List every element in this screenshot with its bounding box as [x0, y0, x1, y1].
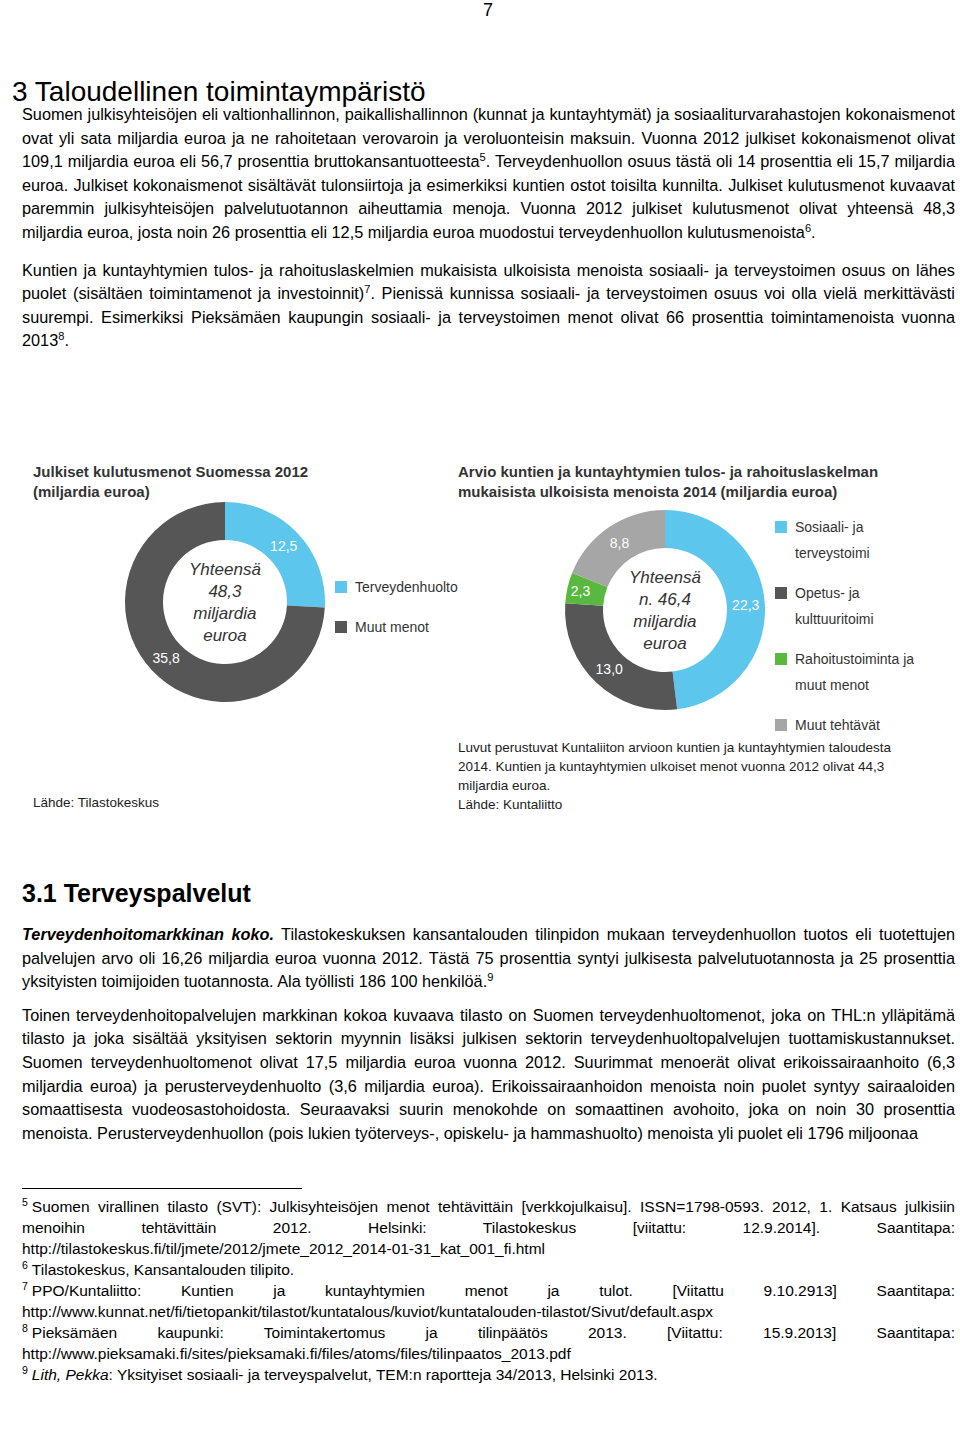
html-text:7 PPO/Kuntaliitto: Kuntien ja: 7 PPO/Kuntaliitto: Kuntien ja kuntayhtym…	[22, 1279, 955, 1320]
html-text:8 Pieksämäen kaupunki: Toimint: 8 Pieksämäen kaupunki: Toimintakertomus …	[22, 1321, 955, 1362]
html-text:3.1 Terveyspalvelut: 3.1 Terveyspalvelut	[22, 879, 251, 907]
svg-text:2,3: 2,3	[571, 583, 591, 599]
html-text:Rahoitustoiminta ja muut menot: Rahoitustoiminta ja muut menot	[795, 651, 915, 693]
svg-text:22,3: 22,3	[732, 597, 759, 613]
html-text:Kuntien ja kuntayhtymien tulos: Kuntien ja kuntayhtymien tulos- ja rahoi…	[22, 260, 955, 350]
svg-text:13,0: 13,0	[596, 661, 623, 677]
html-text:Terveydenhoitomarkkinan koko.: Terveydenhoitomarkkinan koko. Tilastokes…	[22, 925, 955, 991]
html-text:(miljardia euroa): (miljardia euroa)	[33, 483, 150, 500]
html-text:Terveydenhuolto: Terveydenhuolto	[355, 579, 458, 595]
html-text:3 Taloudellinen toimintaympäri: 3 Taloudellinen toimintaympäristö	[12, 76, 426, 107]
html-text:Muut menot: Muut menot	[355, 619, 429, 635]
html-text:6 Tilastokeskus, Kansantaloude: 6 Tilastokeskus, Kansantalouden tilipito…	[22, 1258, 295, 1278]
svg-text:35,8: 35,8	[152, 650, 179, 666]
html-text:Muut tehtävät: Muut tehtävät	[795, 717, 880, 733]
svg-text:12,5: 12,5	[270, 538, 297, 554]
html-text:Arvio kuntien ja kuntayhtymien: Arvio kuntien ja kuntayhtymien tulos- ja…	[458, 463, 879, 480]
html-text:mukaisista ulkoisista menoista: mukaisista ulkoisista menoista 2014 (mil…	[458, 483, 838, 500]
html-text:Opetus- ja kulttuuritoimi: Opetus- ja kulttuuritoimi	[795, 585, 874, 627]
html-text:9 Lith, Pekka: Yksityiset sosi: 9 Lith, Pekka: Yksityiset sosiaali- ja t…	[22, 1363, 658, 1383]
html-text:Luvut perustuvat Kuntaliiton a: Luvut perustuvat Kuntaliiton arvioon kun…	[458, 740, 891, 793]
html-text:5 Suomen virallinen tilasto (S: 5 Suomen virallinen tilasto (SVT): Julki…	[22, 1195, 955, 1257]
html-text:Lähde: Tilastokeskus: Lähde: Tilastokeskus	[33, 795, 160, 810]
html-text:Sosiaali- ja terveystoimi: Sosiaali- ja terveystoimi	[795, 519, 870, 561]
svg-text:8,8: 8,8	[610, 535, 630, 551]
html-text:Suomen julkisyhteisöjen eli va: Suomen julkisyhteisöjen eli valtionhalli…	[22, 105, 955, 241]
svg-text:Yhteensän. 46,4miljardiaeuroa: Yhteensän. 46,4miljardiaeuroa	[629, 568, 701, 653]
svg-text:Yhteensä48,3miljardiaeuroa: Yhteensä48,3miljardiaeuroa	[189, 560, 261, 645]
html-text:Julkiset kulutusmenot Suomessa: Julkiset kulutusmenot Suomessa 2012	[33, 463, 309, 480]
html-text:Lähde: Kuntaliitto: Lähde: Kuntaliitto	[458, 797, 563, 812]
html-text:Toinen terveydenhoitopalveluje: Toinen terveydenhoitopalvelujen markkina…	[22, 1005, 955, 1142]
html-text:7: 7	[483, 0, 493, 20]
